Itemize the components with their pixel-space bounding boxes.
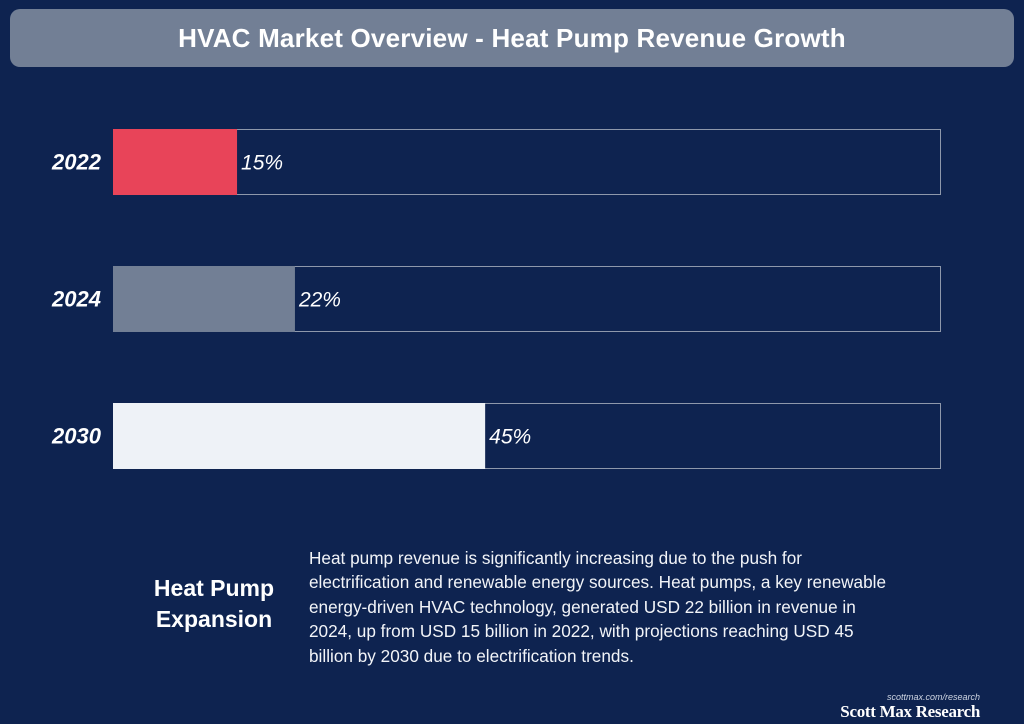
value-label-2022: 15% — [241, 152, 283, 175]
bar-track-2022 — [113, 129, 941, 195]
category-label-2022: 2022 — [51, 150, 102, 175]
summary-heading-line2: Expansion — [155, 606, 273, 632]
value-label-2030: 45% — [489, 426, 531, 449]
chart-title: HVAC Market Overview - Heat Pump Revenue… — [178, 22, 846, 53]
bar-2030 — [113, 403, 486, 469]
value-label-2024: 22% — [298, 289, 341, 312]
category-label-2030: 2030 — [51, 424, 102, 449]
footer-brand-logo: Scott Max Research — [840, 702, 980, 721]
summary-description: Heat pump revenue is significantly incre… — [309, 548, 887, 666]
bar-2024 — [113, 266, 295, 332]
footer-url: scottmax.com/research — [886, 692, 980, 702]
bar-2022 — [113, 129, 238, 195]
summary-heading-line1: Heat Pump — [153, 575, 275, 601]
title-bar: HVAC Market Overview - Heat Pump Revenue… — [10, 9, 1014, 67]
category-label-2024: 2024 — [51, 287, 101, 312]
summary-heading: Heat Pump Expansion — [124, 573, 304, 635]
